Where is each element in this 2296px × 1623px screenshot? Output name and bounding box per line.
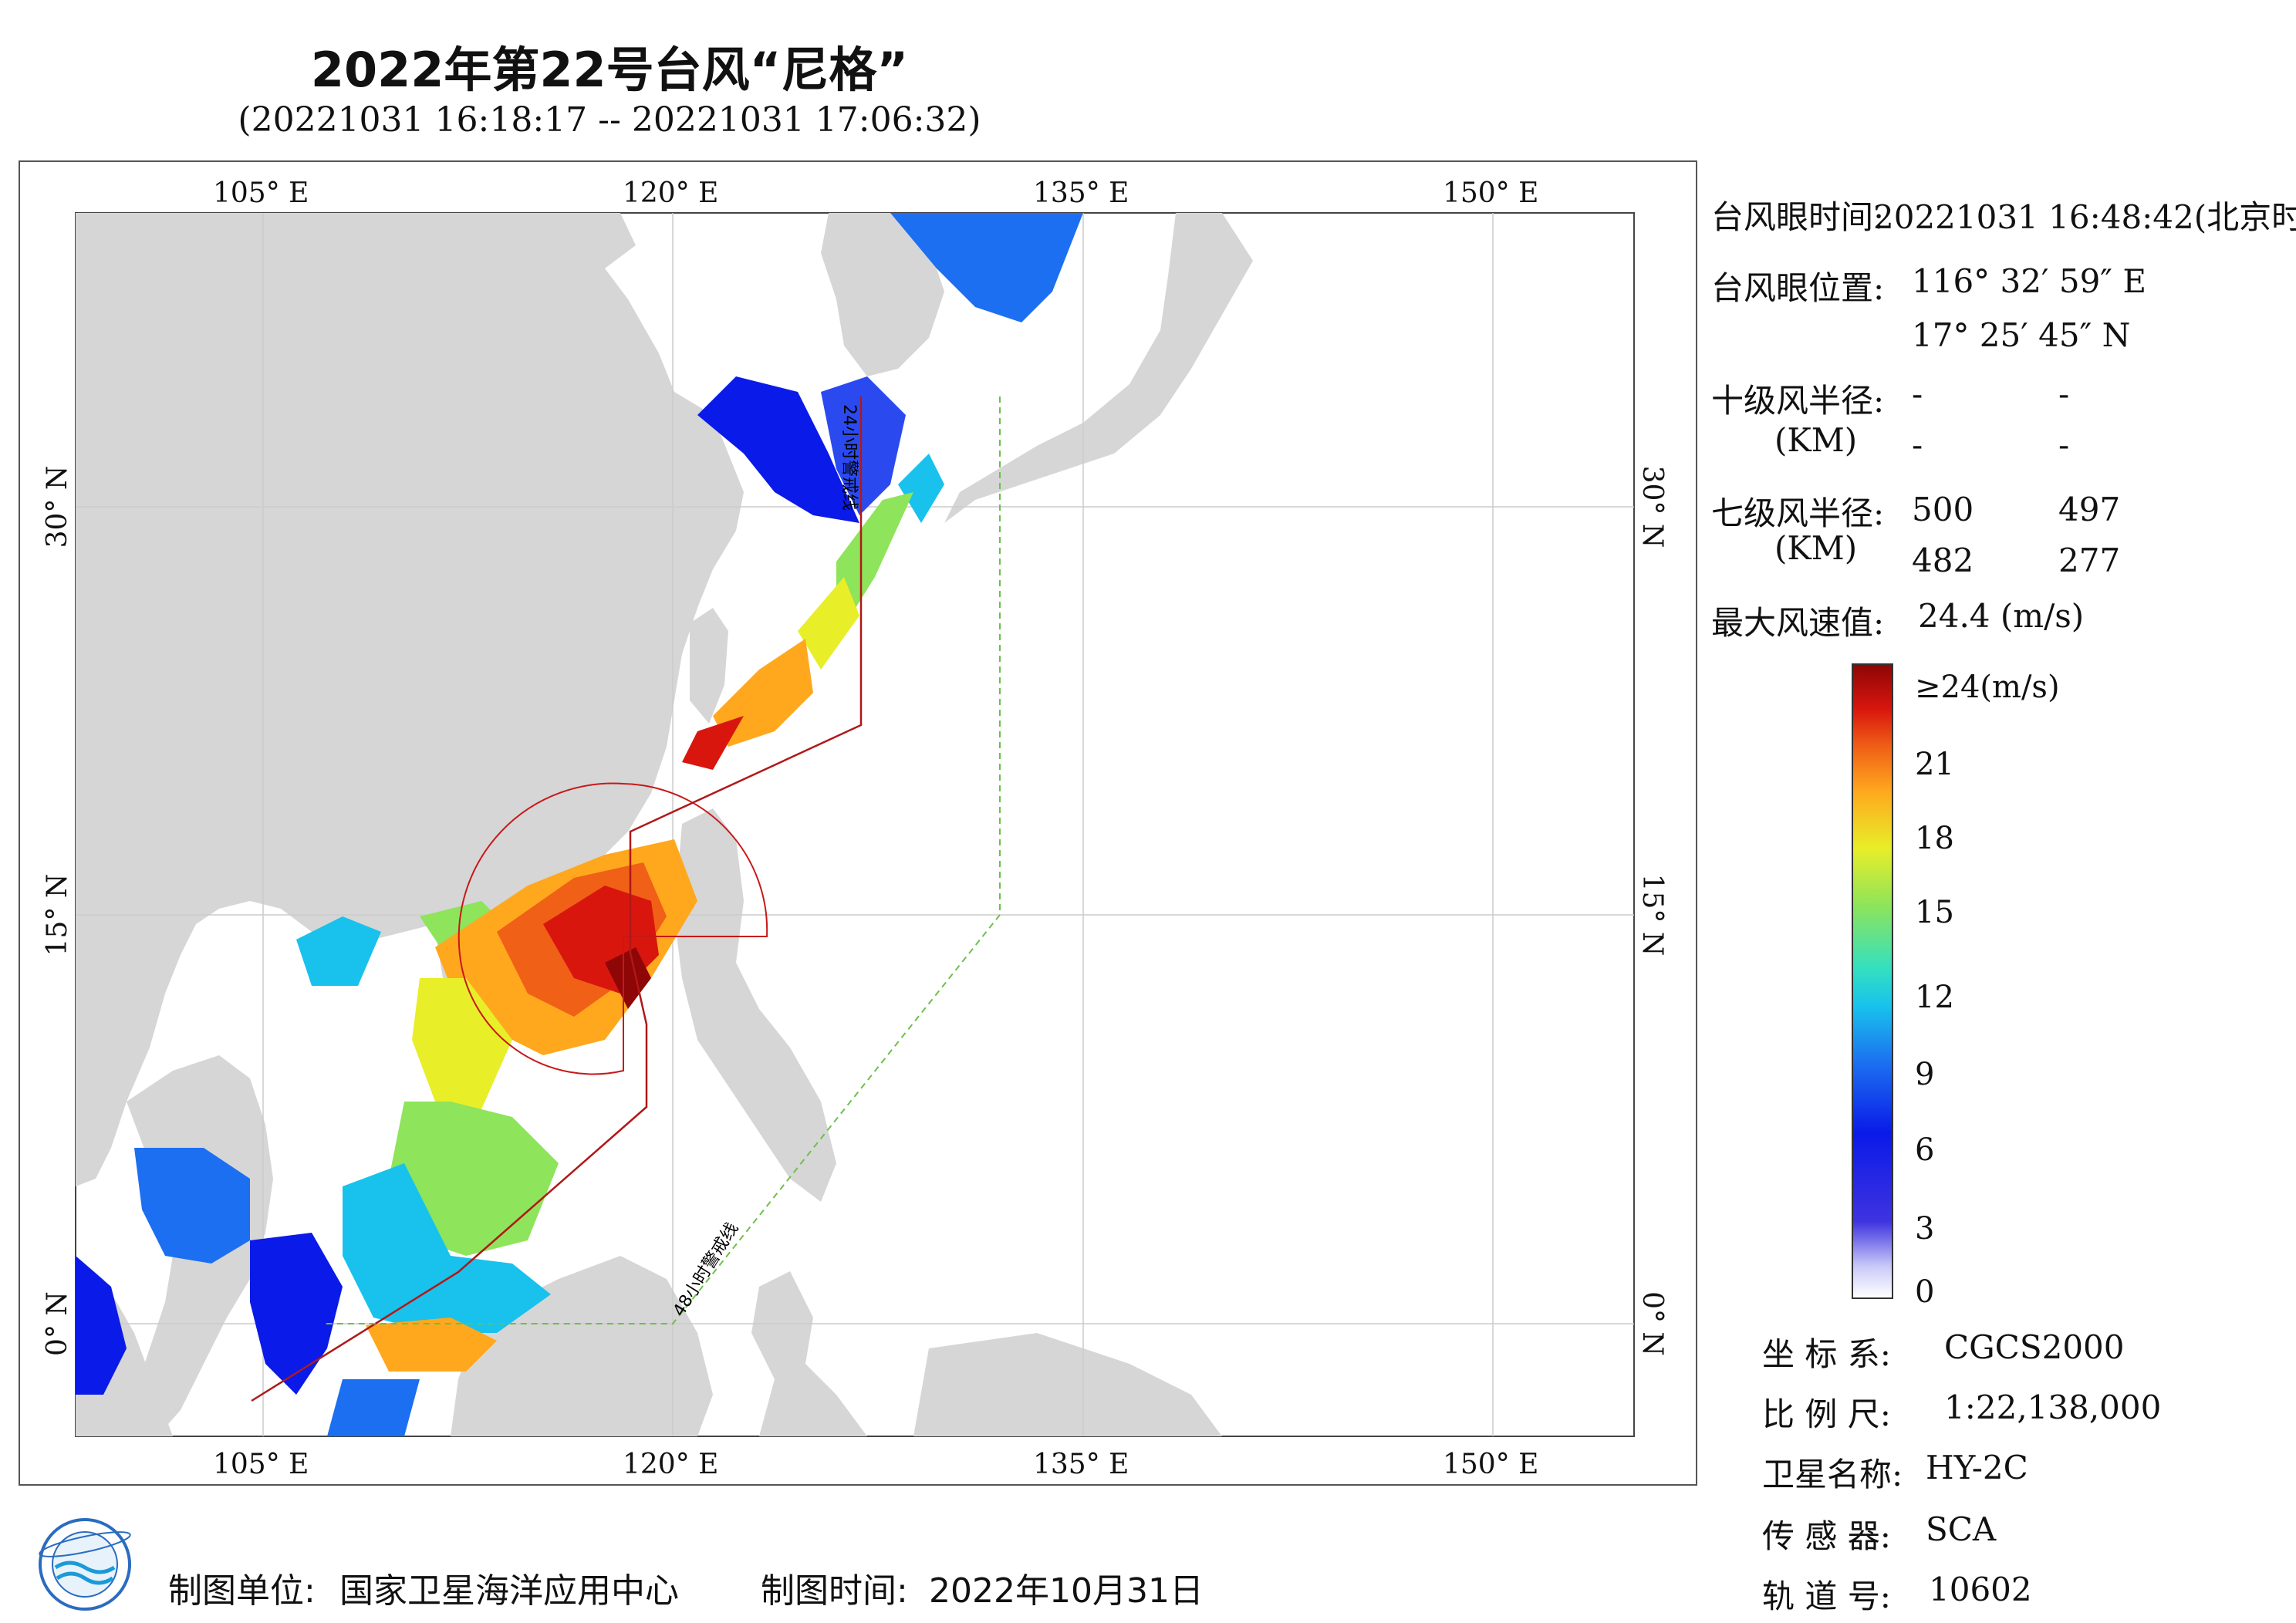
graticule [76,213,1634,1436]
taiwan-island [690,608,728,724]
eye-latitude: 17° 25′ 45″ N [1912,316,2131,354]
chart-title: 2022年第22号台风“尼格” [310,42,909,98]
satellite-value: HY-2C [1926,1449,2028,1486]
legend-label-3: 3 [1915,1211,1935,1247]
philippines [674,808,836,1202]
legend-label-24: ≥24(m/s) [1915,670,2060,705]
max-wind-value: 24.4 (m/s) [1918,597,2085,635]
r10-value-ne: - [1912,375,1923,413]
r10-value-sw: - [1912,426,1923,464]
eye-time-value: 20221031 16:48:42(北京时) [1873,198,2296,236]
eye-time-label: 台风眼时间: [1711,198,1885,236]
legend-label-15: 15 [1915,895,1954,930]
r7-label: 七级风半径: [1711,494,1885,532]
satellite-label: 卫星名称: [1762,1456,1903,1493]
coord-system-value: CGCS2000 [1944,1328,2125,1366]
r10-value-se: - [2058,375,2070,413]
wind-radius-circle [458,782,768,1075]
lat-tick-left-15: 15° N [42,874,73,957]
eye-longitude: 116° 32′ 59″ E [1912,262,2146,300]
scale-label: 比 例 尺: [1762,1395,1891,1433]
warning-label-24h: 24小时警戒线 [839,404,859,511]
max-wind-label: 最大风速值: [1711,604,1885,642]
wind-field-map: 24小时警戒线 48小时警戒线 105° E 120° E 135° E 150… [42,177,1668,1480]
r10-value-nw: - [2058,426,2070,464]
lat-tick-right-30: 30° N [1636,466,1668,548]
lat-tick-left-30: 30° N [42,466,73,548]
maker-value: 国家卫星海洋应用中心 [339,1571,679,1611]
r7-unit: (KM) [1774,529,1858,567]
legend-label-0: 0 [1915,1274,1935,1310]
r10-unit: (KM) [1774,421,1858,459]
lon-tick-bottom-105: 105° E [213,1449,309,1480]
lon-tick-top-150: 150° E [1443,177,1538,209]
warning-line-24h [251,396,863,1402]
lon-tick-bottom-120: 120° E [623,1449,718,1480]
sulawesi-newguinea [751,1271,1222,1436]
warning-line-48h [326,396,1001,1324]
lat-tick-right-15: 15° N [1636,874,1668,957]
lon-tick-bottom-135: 135° E [1033,1449,1129,1480]
r10-label: 十级风半径: [1711,382,1885,420]
lon-tick-top-105: 105° E [213,177,309,209]
map-date-label: 制图时间: [761,1571,908,1611]
legend-label-6: 6 [1915,1132,1935,1168]
nsoas-logo [39,1518,131,1611]
legend-label-9: 9 [1915,1057,1935,1092]
map-date-value: 2022年10月31日 [929,1571,1204,1611]
r7-value-ne: 500 [1912,491,1974,528]
r7-value-nw: 277 [2058,542,2121,579]
time-range-subtitle: (20221031 16:18:17 -- 20221031 17:06:32) [238,100,981,140]
r7-value-se: 497 [2058,491,2121,528]
coord-system-label: 坐 标 系: [1762,1335,1891,1373]
eye-position-label: 台风眼位置: [1711,269,1885,307]
lon-tick-bottom-150: 150° E [1443,1449,1538,1480]
wind-speed-colorbar [1852,663,1893,1299]
lat-tick-right-0: 0° N [1636,1291,1668,1356]
r7-value-sw: 482 [1912,542,1974,579]
orbit-value: 10602 [1929,1571,2032,1608]
mainland-asia [76,213,744,1186]
maker-label: 制图单位: [168,1571,316,1611]
scale-value: 1:22,138,000 [1944,1388,2162,1426]
sensor-value: SCA [1926,1510,1997,1548]
sensor-label: 传 感 器: [1762,1517,1891,1555]
legend-label-21: 21 [1915,747,1954,782]
legend-label-18: 18 [1915,821,1954,856]
wind-swath [76,213,1083,1436]
korea-peninsula [821,213,944,376]
japan-islands [944,213,1253,523]
lon-tick-top-135: 135° E [1033,177,1129,209]
lon-tick-top-120: 120° E [623,177,718,209]
orbit-label: 轨 道 号: [1762,1577,1891,1615]
legend-label-12: 12 [1915,980,1954,1015]
lat-tick-left-0: 0° N [42,1291,73,1356]
